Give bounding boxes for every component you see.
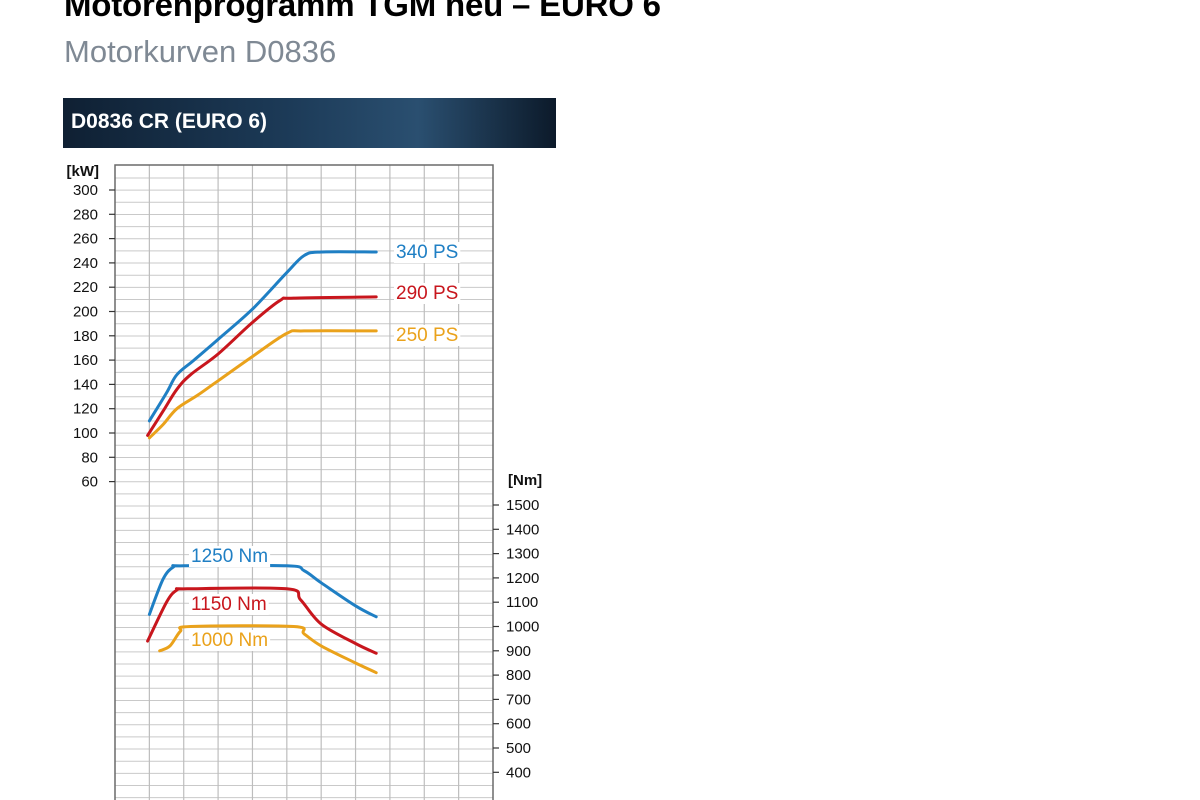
series-line-340-ps [147,250,378,423]
series-label-1000-nm: 1000 Nm [191,630,268,651]
engine-banner-label: D0836 CR (EURO 6) [71,110,268,133]
torque-axis-tick-label: 1100 [506,594,538,611]
torque-axis-tick-label: 1200 [506,570,539,587]
torque-axis-tick-label: 1300 [506,546,539,563]
chart-axes: 60 80 100 120 140 160 180 200 220 240 260 280 300 [kW… [67,163,543,781]
chart-series [146,250,378,675]
series-label-250-ps: 250 PS [396,325,458,346]
series-label-1150-nm: 1150 Nm [191,594,267,615]
series-label-bg [189,630,271,651]
page-subtitle: Motorkurven D0836 [64,34,337,69]
power-axis-tick-label: 160 [73,352,98,369]
series-line-1250-nm [147,563,378,619]
series-line-1150-nm [146,586,378,655]
torque-axis-tick-label: 1400 [506,521,539,538]
power-axis-tick-label: 200 [73,304,98,321]
power-axis-tick-label: 280 [73,206,98,223]
series-label-bg [189,546,271,567]
series-label-bg [394,242,461,263]
torque-axis-tick-label: 700 [506,691,531,708]
series-line-1000-nm [158,624,378,675]
page-title: Motorenprogramm TGM neu – EURO 6 [64,0,661,23]
power-axis-tick-label: 300 [73,182,98,199]
power-axis-tick-label: 120 [73,401,98,418]
torque-axis-tick-label: 1000 [506,619,539,636]
engine-banner: D0836 CR (EURO 6) [63,98,556,148]
series-label-bg [189,594,269,615]
torque-axis-tick-label: 900 [506,643,531,660]
power-axis-tick-label: 260 [73,231,98,248]
torque-axis-tick-label: 800 [506,667,531,684]
series-line-290-ps [146,295,378,437]
power-axis-tick-label: 80 [81,449,98,466]
power-axis-tick-label: 140 [73,376,98,393]
series-line-250-ps [147,329,378,440]
torque-axis-tick-label: 600 [506,716,531,733]
power-axis-unit: [kW] [67,163,100,180]
torque-axis-tick-label: 1500 [506,497,539,514]
series-label-340-ps: 340 PS [396,242,458,263]
series-label-290-ps: 290 PS [396,283,458,304]
series-label-1250-nm: 1250 Nm [191,546,268,567]
power-axis-tick-label: 220 [73,279,98,296]
series-label-bg [394,325,461,346]
power-axis-tick-label: 100 [73,425,98,442]
torque-axis-unit: [Nm] [508,472,542,489]
power-axis-tick-label: 240 [73,255,98,272]
chart-series-labels: 340 PS 290 PS 250 PS 1250 Nm 1150 Nm 1000 Nm [189,242,461,651]
torque-axis-tick-label: 400 [506,764,531,781]
power-axis-tick-label: 180 [73,328,98,345]
power-axis-tick-label: 60 [81,474,98,491]
plot-frame [114,164,494,800]
series-label-bg [394,283,461,304]
torque-axis-tick-label: 500 [506,740,531,757]
